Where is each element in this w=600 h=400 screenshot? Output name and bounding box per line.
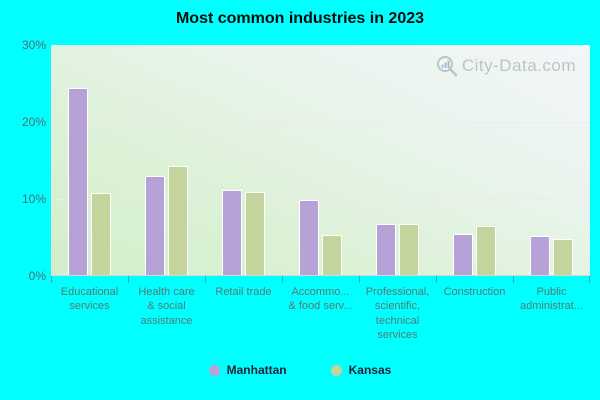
bar-kansas-2 xyxy=(245,192,265,275)
city-data-magnifier-icon xyxy=(435,54,459,78)
x-axis-ticks xyxy=(51,276,590,283)
bar-manhattan-4 xyxy=(376,224,396,275)
legend-label-manhattan: Manhattan xyxy=(226,363,287,377)
category-group xyxy=(359,45,436,275)
city-data-watermark-text: City-Data.com xyxy=(461,56,576,75)
x-axis-label-6: Public administrat... xyxy=(520,286,583,313)
bar-manhattan-0 xyxy=(68,88,88,275)
x-tick xyxy=(128,276,129,283)
chart-title: Most common industries in 2023 xyxy=(175,10,425,27)
category-group xyxy=(128,45,205,275)
category-group xyxy=(282,45,359,275)
legend-dot-kansas xyxy=(330,364,342,376)
bar-kansas-1 xyxy=(168,166,188,275)
bar-kansas-3 xyxy=(322,235,342,275)
bar-kansas-6 xyxy=(553,239,573,275)
bar-kansas-0 xyxy=(91,193,111,275)
bar-manhattan-6 xyxy=(530,236,550,275)
x-axis-label-0: Educational services xyxy=(60,286,119,313)
x-tick xyxy=(51,276,52,283)
legend-item-kansas: Kansas xyxy=(330,363,392,377)
bar-manhattan-3 xyxy=(299,200,319,275)
bar-manhattan-5 xyxy=(453,234,473,275)
plot-area: City-Data.com xyxy=(51,45,590,276)
bar-manhattan-1 xyxy=(145,176,165,275)
x-tick xyxy=(589,276,590,283)
legend-dot-manhattan xyxy=(208,364,220,376)
bar-manhattan-2 xyxy=(222,190,242,275)
bar-kansas-4 xyxy=(399,224,419,275)
x-axis-label-1: Health care & social assistance xyxy=(138,286,195,327)
x-axis-label-3: Accommo... & food serv... xyxy=(288,286,353,313)
category-group xyxy=(205,45,282,275)
category-group xyxy=(513,45,590,275)
legend-label-kansas: Kansas xyxy=(348,363,392,377)
legend: Manhattan Kansas xyxy=(0,363,600,377)
y-axis-label-10%: 10% xyxy=(21,192,46,206)
x-tick xyxy=(513,276,514,283)
city-data-watermark: City-Data.com xyxy=(435,54,576,78)
x-tick xyxy=(282,276,283,283)
y-axis-label-20%: 20% xyxy=(21,115,46,129)
x-axis-label-4: Professional, scientific, technical serv… xyxy=(365,286,430,341)
x-axis-label-2: Retail trade xyxy=(215,286,272,298)
x-tick xyxy=(436,276,437,283)
bar-kansas-5 xyxy=(476,226,496,275)
x-tick xyxy=(205,276,206,283)
category-group xyxy=(51,45,128,275)
y-axis-label-0%: 0% xyxy=(28,269,46,283)
x-axis-label-5: Construction xyxy=(443,286,506,298)
legend-item-manhattan: Manhattan xyxy=(208,363,287,377)
category-group xyxy=(436,45,513,275)
gridline-20% xyxy=(51,122,590,123)
gridline-10% xyxy=(51,199,590,200)
y-axis-label-30%: 30% xyxy=(21,38,46,52)
x-tick xyxy=(359,276,360,283)
